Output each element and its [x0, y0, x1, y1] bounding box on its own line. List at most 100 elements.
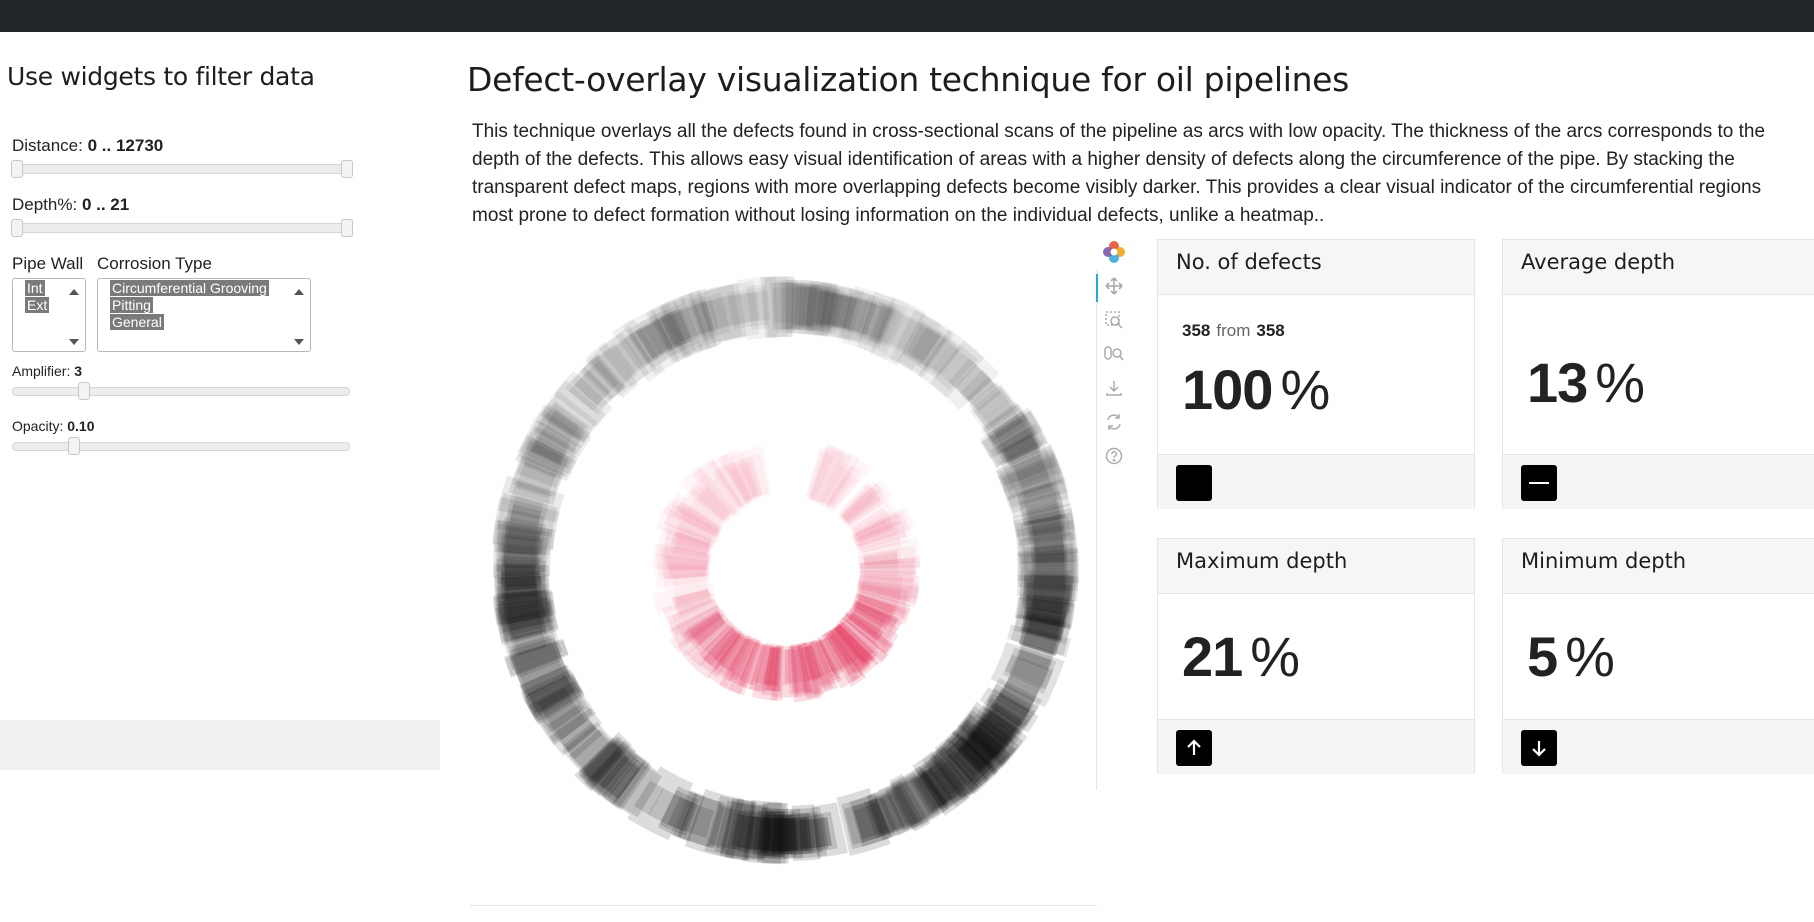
depth-range-slider[interactable] [11, 219, 353, 237]
scroll-down-icon[interactable] [294, 339, 304, 345]
pipe-wall-option[interactable]: Ext [25, 297, 50, 313]
inner-defect-arc [669, 605, 725, 648]
outer-defect-arc [785, 279, 832, 337]
distance-range-slider[interactable] [11, 160, 353, 178]
outer-defect-arc [598, 326, 657, 388]
outer-defect-arc [710, 806, 745, 851]
inner-defect-arc [671, 598, 716, 624]
corrosion-type-scrollbar[interactable] [292, 285, 306, 347]
outer-defect-arc [528, 404, 592, 458]
inner-defect-arc [672, 589, 713, 618]
pan-icon[interactable] [1102, 274, 1126, 298]
outer-defect-arc [562, 721, 624, 784]
outer-defect-arc [855, 297, 896, 346]
outer-defect-arc [999, 453, 1069, 514]
pipe-wall-multiselect[interactable]: Int Ext [12, 278, 86, 352]
corrosion-type-option[interactable]: Pitting [110, 297, 153, 313]
outer-defect-arc [497, 575, 547, 607]
kpi-value: 100% [1182, 358, 1330, 421]
inner-defect-arc [829, 473, 860, 510]
inner-defect-arc [790, 642, 821, 703]
corrosion-type-option[interactable]: Circumferential Grooving [110, 280, 269, 296]
opacity-slider[interactable] [12, 437, 350, 455]
inner-defect-arc [659, 526, 714, 551]
outer-defect-arc [701, 282, 747, 345]
defect-overlay-canvas[interactable] [467, 240, 1097, 906]
corrosion-type-option[interactable]: General [110, 314, 164, 330]
inner-defect-arc [719, 635, 749, 673]
corrosion-type-multiselect[interactable]: Circumferential Grooving Pitting General [97, 278, 311, 352]
active-tool-indicator [1096, 274, 1098, 302]
amplifier-slider[interactable] [12, 382, 350, 400]
inner-defect-arc [835, 618, 880, 663]
outer-defect-arc [1003, 457, 1062, 499]
inner-defect-arc [852, 511, 903, 542]
outer-defect-arc [659, 299, 715, 349]
pipe-wall-option[interactable]: Int [25, 280, 45, 296]
bokeh-logo-icon[interactable] [1102, 240, 1126, 264]
outer-defect-arc [771, 287, 815, 325]
outer-defect-arc [951, 713, 1017, 776]
depth-max-handle[interactable] [341, 219, 353, 237]
outer-defect-arc [498, 576, 545, 599]
outer-defect-arc [579, 353, 627, 402]
distance-max-handle[interactable] [341, 160, 353, 178]
pipe-wall-label: Pipe Wall [12, 254, 84, 273]
scroll-down-icon[interactable] [69, 339, 79, 345]
outer-defect-arc [816, 290, 859, 332]
help-icon[interactable] [1102, 444, 1126, 468]
outer-defect-arc [519, 664, 580, 717]
outer-defect-arc [990, 641, 1065, 708]
depth-min-handle[interactable] [11, 219, 23, 237]
outer-defect-arc [879, 792, 910, 831]
outer-defect-arc [636, 308, 686, 364]
outer-defect-arc [658, 296, 704, 358]
outer-defect-arc [505, 591, 544, 640]
outer-defect-arc [791, 804, 821, 862]
defect-overlay-plot[interactable] [467, 240, 1097, 906]
distance-slider-label: Distance: 0 .. 12730 [12, 136, 164, 155]
wheel-zoom-icon[interactable] [1102, 342, 1126, 366]
outer-defect-arc [714, 800, 767, 860]
outer-defect-arc [650, 301, 692, 363]
outer-defect-arc [965, 376, 1009, 419]
scroll-up-icon[interactable] [294, 289, 304, 295]
outer-defect-arc [518, 419, 582, 478]
inner-defect-arc [691, 485, 732, 524]
outer-defect-arc [831, 295, 856, 328]
box-zoom-icon[interactable] [1102, 308, 1126, 332]
defects-total: 358 [1256, 321, 1285, 340]
outer-defect-arc [784, 817, 832, 850]
outer-defect-arc [571, 367, 614, 409]
outer-defect-arc [601, 332, 652, 383]
inner-defect-arc [857, 573, 920, 600]
outer-defect-arc [814, 282, 865, 342]
save-icon[interactable] [1102, 376, 1126, 400]
inner-defect-arc [826, 474, 852, 506]
reset-icon[interactable] [1102, 410, 1126, 434]
outer-defect-arc [1020, 594, 1070, 642]
distance-min-handle[interactable] [11, 160, 23, 178]
inner-defect-arc [662, 556, 709, 579]
outer-defect-arc [690, 292, 731, 340]
outer-defect-arc [930, 340, 1000, 411]
amplifier-handle[interactable] [78, 382, 91, 400]
inner-defect-arc [683, 610, 723, 643]
outer-defect-arc [929, 744, 982, 801]
outer-defect-arc [496, 600, 555, 634]
scroll-up-icon[interactable] [69, 289, 79, 295]
outer-defect-arc [868, 302, 902, 348]
inner-defect-arc [670, 604, 721, 638]
opacity-handle[interactable] [68, 437, 81, 455]
inner-defect-arc [664, 560, 708, 580]
outer-defect-arc [812, 811, 838, 852]
inner-defect-arc [678, 502, 721, 533]
outer-defect-arc [544, 403, 586, 440]
pipe-wall-scrollbar[interactable] [67, 285, 81, 347]
outer-defect-arc [838, 288, 876, 344]
outer-defect-arc [906, 325, 940, 362]
inner-defect-arc [850, 506, 914, 547]
opacity-slider-value: 0.10 [67, 418, 95, 434]
outer-defect-arc [582, 739, 637, 797]
outer-defect-arc [836, 787, 891, 857]
